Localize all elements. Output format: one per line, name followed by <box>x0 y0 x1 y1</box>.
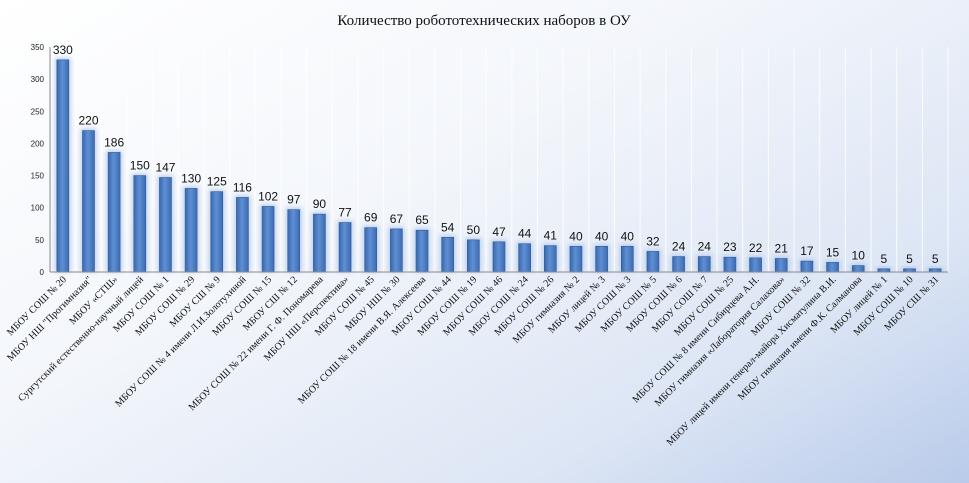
data-label: 41 <box>544 229 558 243</box>
y-tick-label: 150 <box>31 172 45 181</box>
y-tick-label: 250 <box>31 107 45 116</box>
data-label: 24 <box>672 240 686 254</box>
data-label: 17 <box>800 244 814 258</box>
chart-title: Количество робототехнических наборов в О… <box>337 13 631 29</box>
y-tick-label: 200 <box>31 139 45 148</box>
bar <box>210 191 224 273</box>
bar <box>184 188 198 273</box>
bar <box>82 130 95 273</box>
y-tick-label: 100 <box>31 204 45 213</box>
data-label: 24 <box>698 240 712 254</box>
bar <box>159 177 172 273</box>
data-label: 150 <box>130 159 150 173</box>
bar <box>492 241 506 273</box>
data-label: 330 <box>53 43 73 57</box>
data-label: 102 <box>258 189 278 203</box>
grid-layer <box>49 47 949 272</box>
data-label: 90 <box>313 197 327 211</box>
bar <box>518 243 531 273</box>
bar <box>749 257 762 273</box>
axis-layer: 0 50 100 150 200 250 300 350 <box>31 43 948 277</box>
bar <box>261 206 275 273</box>
bar <box>390 228 403 273</box>
bar <box>56 59 70 273</box>
data-label: 5 <box>881 252 888 266</box>
bar <box>544 245 557 273</box>
data-label: 40 <box>595 229 609 243</box>
data-label: 15 <box>826 245 840 259</box>
bar <box>774 258 788 273</box>
data-label: 22 <box>749 241 763 255</box>
bar <box>441 236 454 273</box>
data-label: 40 <box>569 229 583 243</box>
bar <box>826 262 839 273</box>
bar <box>646 251 660 273</box>
bar <box>800 260 814 273</box>
bar <box>415 229 429 273</box>
data-label: 40 <box>621 229 635 243</box>
data-label: 97 <box>287 193 301 207</box>
bar <box>107 152 121 273</box>
data-label: 32 <box>646 234 660 248</box>
bar <box>313 213 326 273</box>
data-label: 69 <box>364 211 378 225</box>
y-tick-label: 0 <box>40 268 45 277</box>
data-label: 130 <box>181 171 201 185</box>
data-label: 147 <box>155 161 175 175</box>
bar <box>287 209 301 273</box>
bar <box>620 245 634 273</box>
data-label: 21 <box>775 242 789 256</box>
bar <box>467 239 480 273</box>
data-label: 186 <box>104 135 124 149</box>
y-tick-label: 50 <box>35 236 44 245</box>
data-label: 54 <box>441 220 455 234</box>
data-label: 65 <box>415 213 429 227</box>
data-label: 125 <box>207 175 227 189</box>
data-label: 10 <box>852 249 866 263</box>
data-label: 77 <box>338 206 352 220</box>
bar <box>338 222 352 273</box>
bar <box>595 245 608 273</box>
bar <box>697 256 711 273</box>
data-label: 220 <box>78 114 98 128</box>
data-label: 5 <box>906 252 913 266</box>
data-label: 5 <box>932 252 939 266</box>
bar <box>569 245 583 273</box>
bar <box>236 197 249 273</box>
data-label: 67 <box>390 212 404 226</box>
bar <box>672 256 685 273</box>
bar <box>851 265 865 273</box>
bar <box>133 175 147 273</box>
y-tick-label: 300 <box>31 75 45 84</box>
data-label-layer: 330 220 186 150 147 130 125 116 102 97 90 77 69 67 65 5… <box>53 43 939 266</box>
data-label: 44 <box>518 227 532 241</box>
data-label: 47 <box>492 225 506 239</box>
data-label: 50 <box>467 223 481 237</box>
bar <box>723 256 737 273</box>
data-label: 116 <box>233 180 252 194</box>
bar <box>364 227 378 273</box>
y-tick-label: 350 <box>31 43 45 52</box>
data-label: 23 <box>723 240 737 254</box>
